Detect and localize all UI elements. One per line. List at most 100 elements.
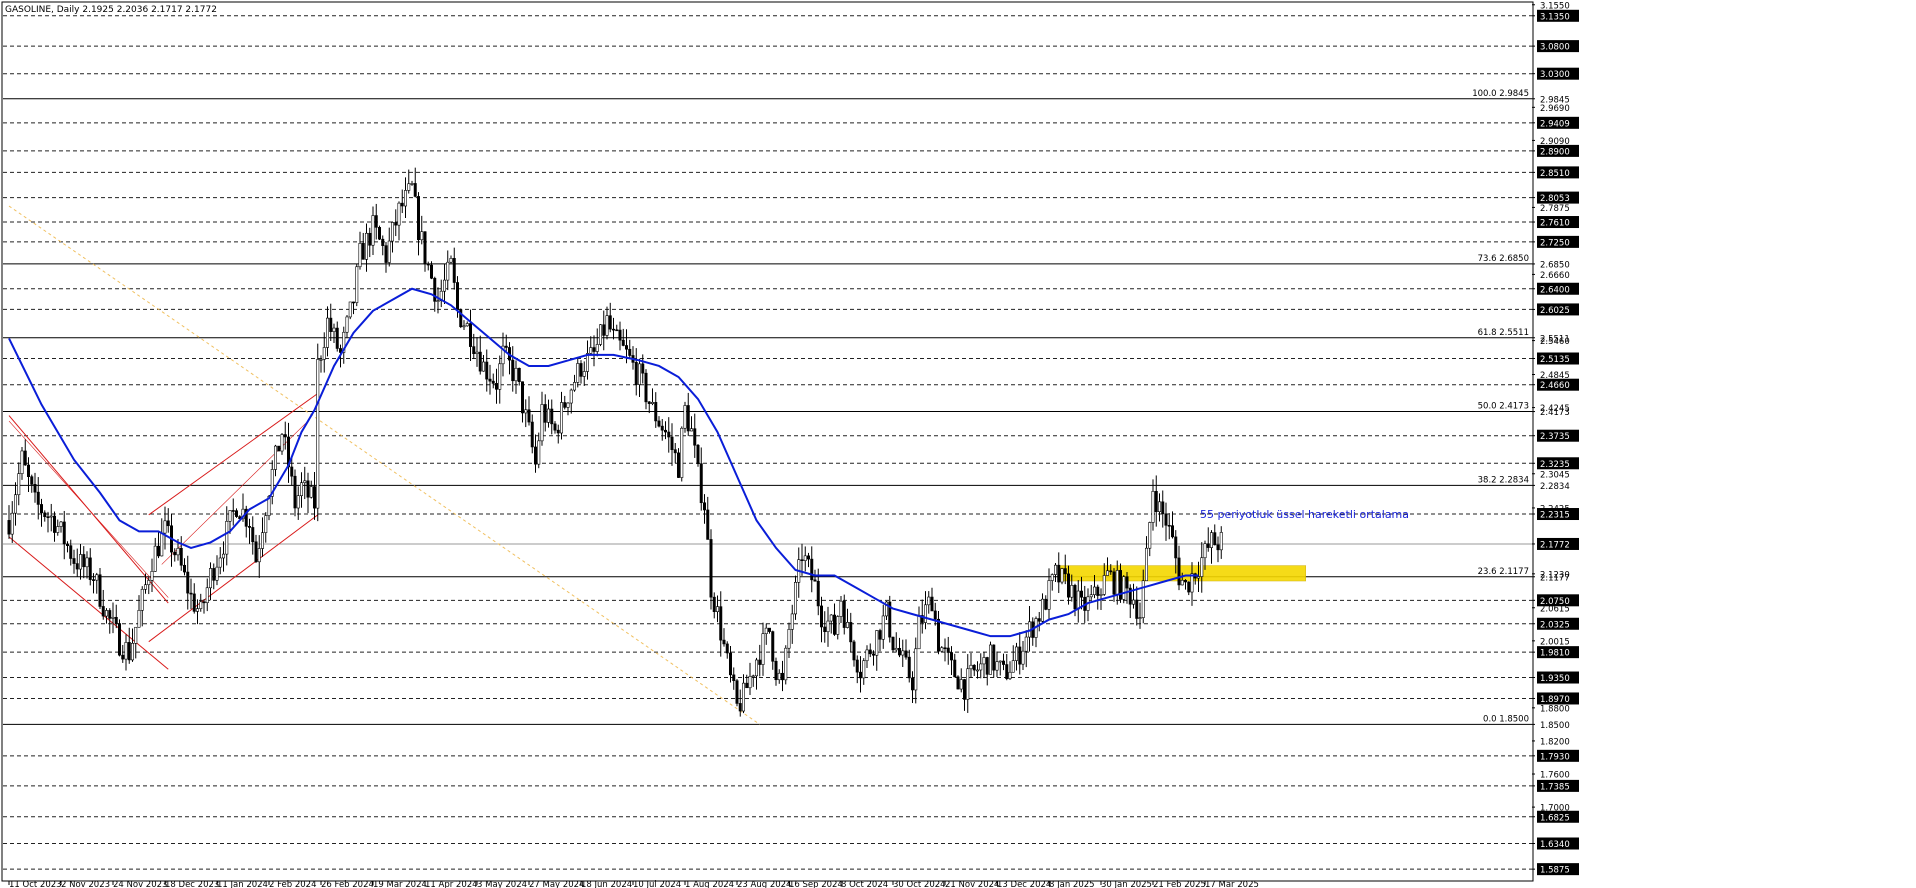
time-label: 18 Dec 2023 [165,880,219,888]
candle-bearish [699,463,703,504]
candle-bearish [602,324,606,336]
price-label-box [1537,810,1579,823]
candle-bearish [377,227,381,240]
candle-bearish [735,680,739,704]
price-label-box [1537,457,1579,470]
candle-bullish [715,606,719,612]
candle-bullish [225,521,229,555]
candle-bearish [673,449,677,454]
candle-bearish [244,508,248,527]
time-label: 16 Sep 2024 [789,880,843,888]
candle-bearish [771,631,775,662]
fibonacci-labels: 100.0 2.9845 73.6 2.6850 61.8 2.5511 50.0 2… [1472,89,1529,725]
price-label: 2.9090 [1540,137,1570,147]
candle-bearish [127,642,131,661]
candle-bullish [462,325,466,328]
price-label: 1.7385 [1540,782,1570,792]
down-channel-mid [8,420,169,598]
candle-bearish [416,196,420,241]
price-label: 2.7250 [1540,238,1570,248]
candle-bearish [1044,598,1048,610]
candle-bearish [527,409,531,423]
candle-bullish [1050,574,1054,581]
candle-bullish [1099,594,1103,596]
price-label: 2.0325 [1540,620,1570,630]
candle-bearish [1063,568,1067,575]
candle-bearish [972,664,976,671]
time-label: 21 Feb 2025 [1153,880,1206,888]
candle-bearish [712,596,716,612]
candle-bullish [144,584,148,590]
candle-bearish [1018,646,1022,665]
candle-bearish [706,509,710,540]
candle-bullish [316,359,320,509]
candle-bearish [553,423,557,431]
candle-bearish [329,317,333,332]
price-label-box [1537,617,1579,630]
price-label: 3.0800 [1540,43,1570,53]
candle-bullish [572,382,576,391]
candle-bullish [390,222,394,242]
up-channel-lower [148,514,319,643]
price-label-box [1537,429,1579,442]
candle-bullish [569,389,573,404]
candle-bullish [319,359,323,361]
candle-bearish [351,301,355,304]
candle-bearish [455,282,459,310]
fib-label: 100.0 2.9845 [1472,89,1529,99]
candle-bullish [829,614,833,622]
price-label: 2.4660 [1540,381,1570,391]
candle-bullish [309,486,313,498]
candle-bullish [598,324,602,345]
candle-bearish [543,404,547,423]
candle-bullish [784,647,788,681]
candle-bearish [62,521,66,545]
candle-bullish [299,482,303,496]
price-label: 2.6400 [1540,285,1570,295]
candle-bullish [761,633,765,665]
candle-bearish [1057,564,1061,583]
price-label: 2.3735 [1540,432,1570,442]
candle-bullish [348,301,352,318]
candle-bearish [121,654,125,660]
candle-bullish [585,353,589,372]
candle-bullish [137,610,141,628]
candle-bullish [140,588,144,611]
candle-bullish [803,555,807,561]
candle-bullish [748,676,752,689]
candle-bearish [66,543,70,546]
candle-bullish [95,574,99,581]
candle-bearish [842,600,846,628]
time-label: 23 Aug 2024 [737,880,791,888]
time-label: 11 Jan 2024 [217,880,268,888]
candle-bearish [283,434,287,438]
candle-bullish [501,345,505,365]
candle-bullish [901,650,905,656]
trend-lines [8,205,761,725]
candle-bearish [384,245,388,263]
candle-bearish [647,401,651,404]
candle-bearish [1001,660,1005,665]
candle-bullish [358,243,362,268]
price-label: 2.4173 [1540,408,1570,418]
candle-bearish [251,527,255,543]
candle-bullish [764,627,768,634]
candle-bearish [1005,664,1009,680]
candle-bearish [644,372,648,403]
candle-bearish [702,502,706,511]
price-label: 2.4845 [1540,371,1570,381]
candle-bullish [969,664,973,670]
candle-bullish [176,547,180,556]
candle-bearish [949,652,953,661]
candle-bullish [446,261,450,281]
candle-bullish [79,554,83,570]
price-label: 2.5511 [1540,334,1570,344]
candle-bearish [248,526,252,528]
candle-bearish [813,579,817,582]
price-label: 2.1177 [1540,573,1570,583]
candle-bearish [732,674,736,681]
candle-bearish [628,348,632,356]
price-label: 1.7600 [1540,771,1570,781]
